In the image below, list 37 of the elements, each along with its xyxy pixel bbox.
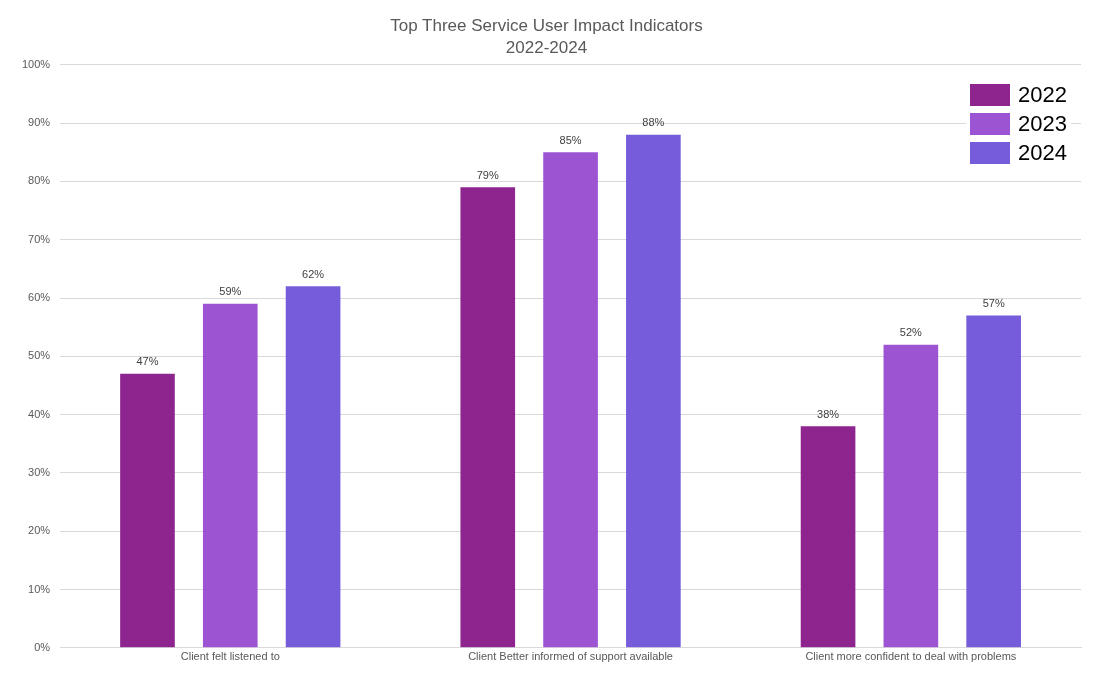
y-tick-label: 100%	[21, 57, 51, 70]
bar	[120, 373, 175, 648]
data-label: 52%	[899, 326, 923, 339]
data-label: 62%	[302, 267, 325, 280]
legend-label: 2023	[1018, 111, 1067, 137]
chart-subtitle: 2022-2024	[505, 38, 588, 58]
bar	[285, 286, 341, 648]
data-label: 79%	[476, 168, 499, 181]
y-tick-label: 0%	[34, 640, 51, 653]
y-tick-label: 60%	[28, 291, 51, 304]
y-tick-label: 20%	[28, 524, 51, 537]
legend-label: 2024	[1018, 140, 1067, 166]
y-tick-label: 30%	[28, 465, 51, 478]
x-tick-label: Client more confident to deal with problems	[805, 650, 1017, 663]
y-tick-label: 10%	[28, 582, 51, 595]
x-tick-label: Client felt listened to	[180, 650, 280, 663]
bar	[626, 134, 681, 648]
bar	[202, 303, 258, 648]
data-label: 88%	[642, 116, 665, 129]
bar	[543, 152, 598, 648]
chart-title: Top Three Service User Impact Indicators	[390, 15, 703, 35]
x-tick-label: Client Better informed of support available	[468, 650, 673, 663]
legend-label: 2022	[1018, 82, 1067, 108]
y-tick-label: 70%	[28, 232, 51, 245]
bar	[883, 344, 939, 648]
data-label: 38%	[817, 407, 840, 420]
data-label: 59%	[219, 285, 242, 298]
y-tick-label: 50%	[28, 349, 51, 362]
data-label: 85%	[559, 133, 582, 146]
y-tick-label: 90%	[28, 116, 51, 129]
data-label: 47%	[136, 355, 159, 368]
bar	[800, 426, 856, 648]
bar	[966, 315, 1021, 648]
y-tick-label: 80%	[28, 174, 51, 187]
data-label: 57%	[982, 297, 1005, 310]
bar	[460, 187, 516, 648]
y-tick-label: 40%	[28, 407, 51, 420]
